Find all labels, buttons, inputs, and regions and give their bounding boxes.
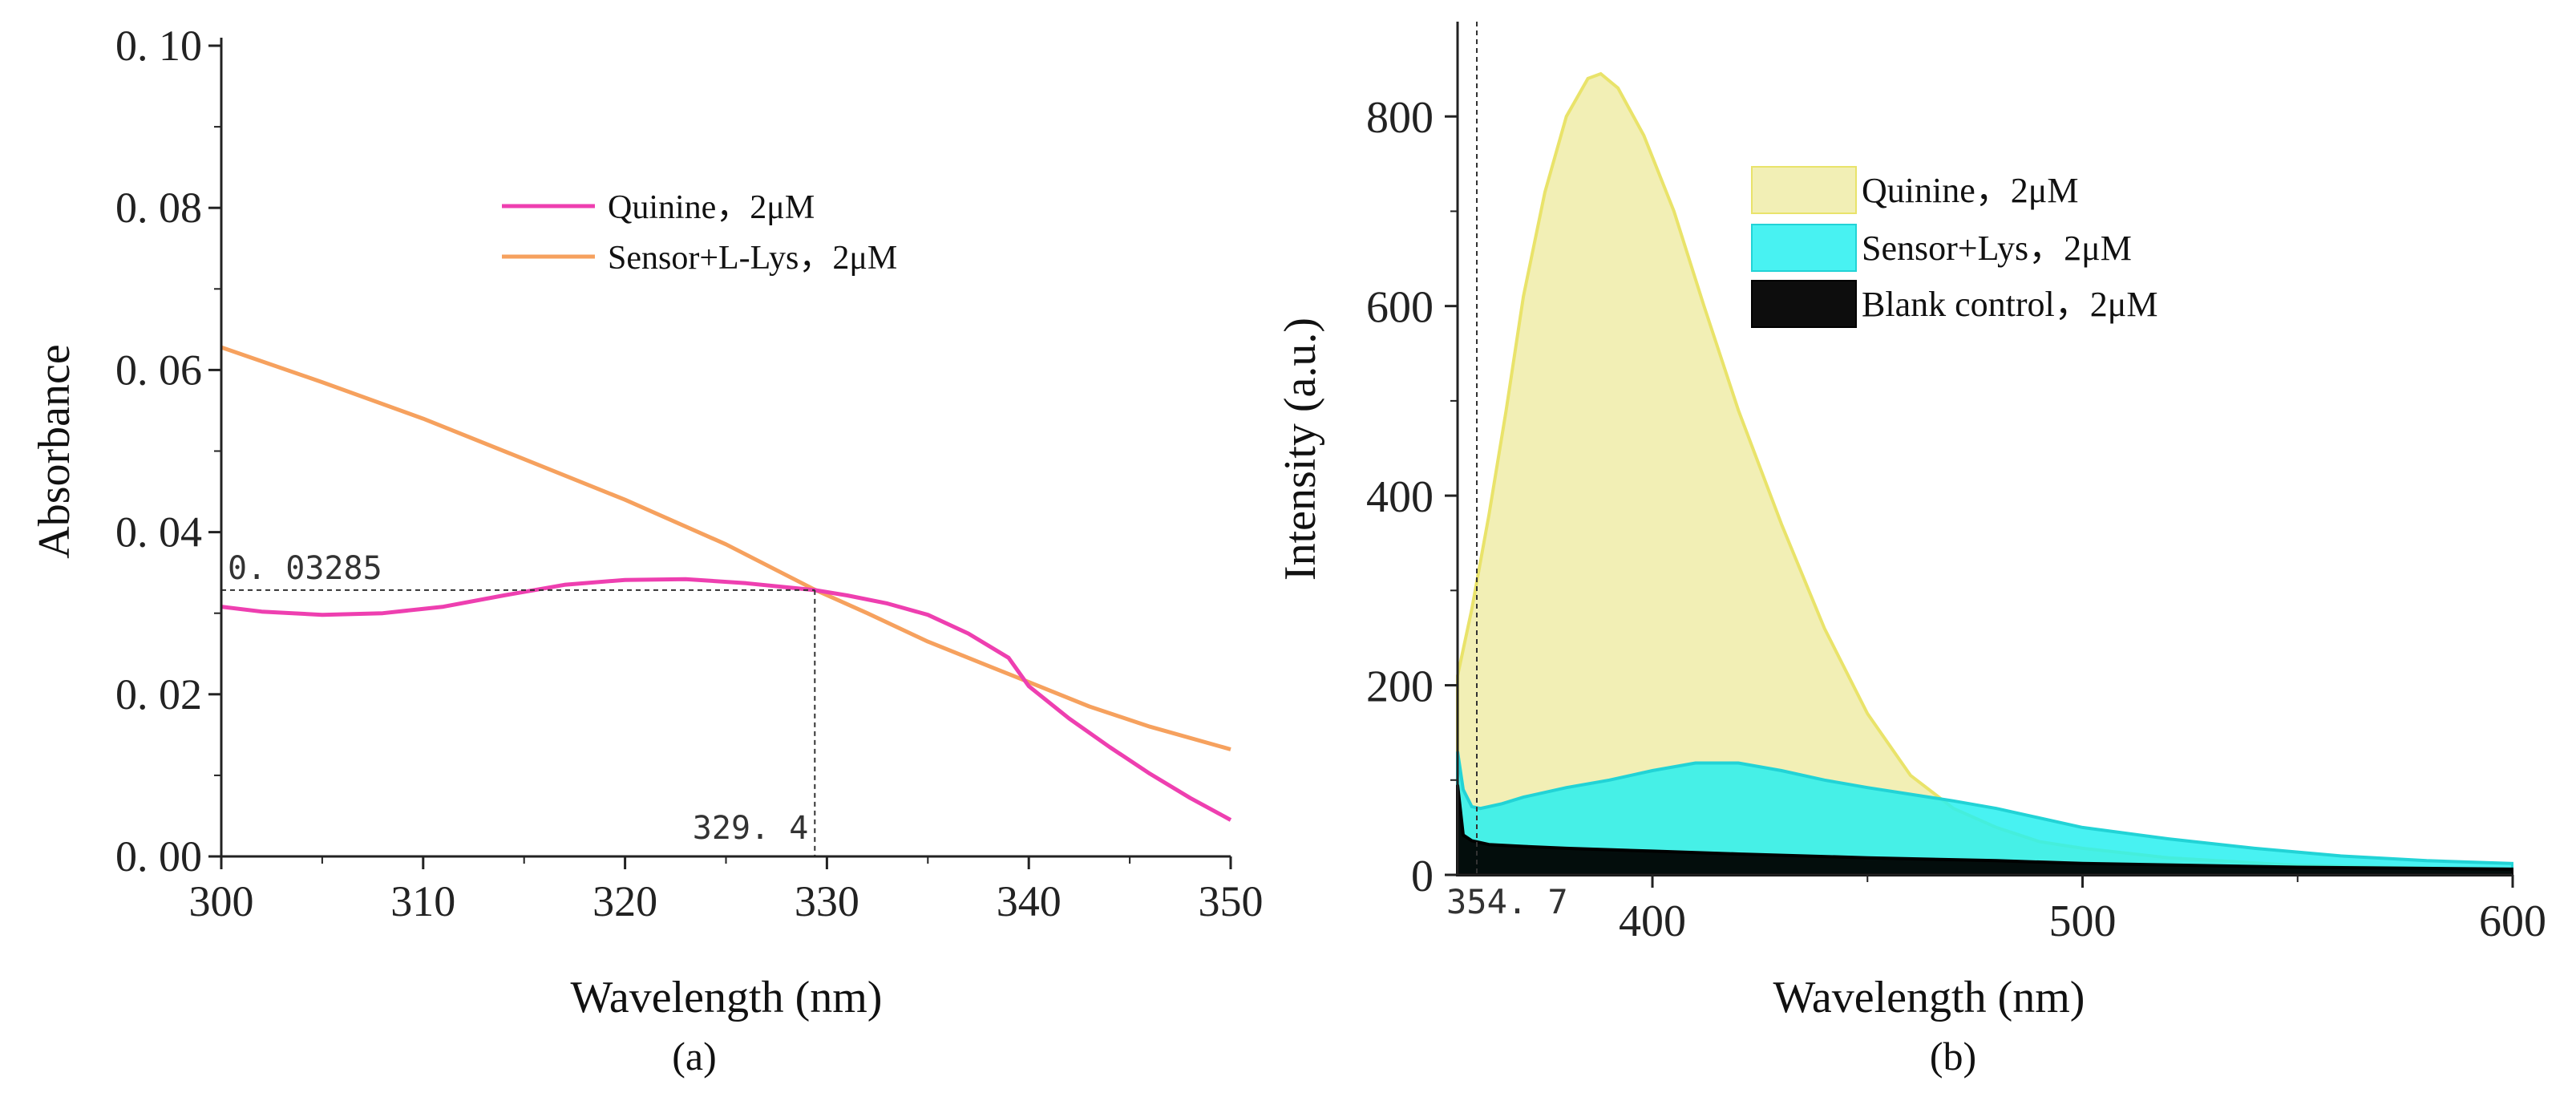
legend-label-quinine-a: Quinine，2μM (608, 189, 815, 226)
legend-label-sensor-b: Sensor+Lys，2μM (1862, 229, 2132, 268)
y-tick-label-b: 600 (1366, 283, 1434, 333)
series-area-blank-control (1456, 784, 2513, 876)
legend-swatch-quinine-b (1751, 166, 1857, 214)
axes-a (220, 38, 1231, 858)
x-tick-label-a: 330 (795, 877, 859, 925)
annotation-354-7: 354. 7 (1446, 882, 1568, 921)
absorbance-chart: 0. 03285 329. 4 300 310 320 330 340 350 0. 00 0.… (30, 22, 1264, 1079)
axes-b (1456, 22, 2513, 876)
ticks-b: 400 500 600 0 200 400 600 800 (1366, 93, 2546, 946)
legend-b: Quinine，2μM Sensor+Lys，2μM Blank control… (1751, 166, 2157, 328)
y-tick-label-a: 0. 08 (115, 184, 202, 232)
legend-swatch-sensor-b (1751, 224, 1857, 272)
plot-area-a (221, 345, 1231, 822)
y-tick-label-b: 400 (1366, 472, 1434, 522)
x-tick-label-a: 340 (997, 877, 1062, 925)
y-tick-label-b: 800 (1366, 93, 1434, 143)
ticks-a: 300 310 320 330 340 350 0. 00 0. 02 0. 04 0. 06 0.… (115, 22, 1264, 925)
y-tick-label-a: 0. 04 (115, 508, 202, 557)
x-tick-label-b: 600 (2479, 897, 2546, 946)
x-axis-label-a: Wavelength (nm) (571, 973, 883, 1022)
x-tick-label-a: 310 (390, 877, 455, 925)
y-axis-label-a: Absorbance (30, 344, 79, 558)
y-tick-label-b: 200 (1366, 662, 1434, 712)
y-tick-label-a: 0. 06 (115, 346, 202, 394)
legend-swatch-blank-b (1751, 280, 1857, 328)
y-tick-label-b: 0 (1411, 852, 1434, 901)
annotations-a: 0. 03285 329. 4 (221, 550, 816, 856)
y-tick-label-a: 0. 00 (115, 832, 202, 880)
plot-area-b (1456, 71, 2513, 876)
legend-label-quinine-b: Quinine，2μM (1862, 171, 2078, 210)
fluorescence-chart: 354. 7 400 500 600 0 200 400 600 800 Intensity … (1276, 22, 2546, 1079)
annotations-b: 354. 7 (1446, 22, 1568, 921)
annotation-wavelength-value: 329. 4 (693, 810, 809, 847)
legend-label-blank-b: Blank control，2μM (1862, 285, 2157, 324)
series-area-sensor-lys (1456, 751, 2513, 876)
x-tick-label-a: 350 (1199, 877, 1264, 925)
panel-label-b: (b) (1930, 1034, 1976, 1079)
y-tick-label-a: 0. 10 (115, 22, 202, 70)
x-tick-label-b: 500 (2049, 897, 2117, 946)
panel-label-a: (a) (672, 1034, 717, 1079)
legend-a: Quinine，2μM Sensor+L-Lys，2μM (502, 189, 897, 277)
x-axis-label-b: Wavelength (nm) (1773, 973, 2085, 1022)
series-line-sensor-l-lys (221, 345, 1231, 751)
series-line-quinine (221, 577, 1231, 822)
annotation-absorbance-value: 0. 03285 (228, 550, 382, 587)
y-axis-label-b: Intensity (a.u.) (1276, 318, 1325, 581)
x-tick-label-a: 320 (592, 877, 657, 925)
y-tick-label-a: 0. 02 (115, 670, 202, 718)
x-tick-label-a: 300 (189, 877, 254, 925)
legend-label-sensor-a: Sensor+L-Lys，2μM (608, 240, 897, 277)
x-tick-label-b: 400 (1619, 897, 1686, 946)
